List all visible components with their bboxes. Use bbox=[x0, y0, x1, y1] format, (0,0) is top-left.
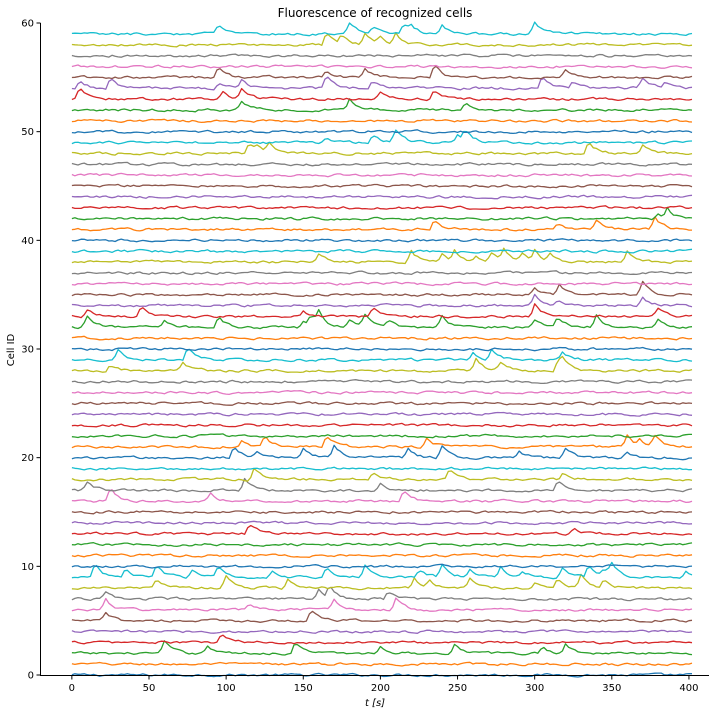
cell-trace bbox=[71, 216, 692, 232]
x-tick-label: 300 bbox=[525, 683, 544, 694]
cell-trace bbox=[71, 308, 693, 330]
cell-trace bbox=[71, 401, 693, 406]
cell-trace bbox=[71, 303, 693, 319]
cell-trace bbox=[71, 466, 693, 471]
cell-trace bbox=[71, 661, 693, 667]
cell-trace bbox=[71, 509, 693, 515]
cell-trace bbox=[71, 183, 693, 189]
cell-trace bbox=[71, 467, 693, 482]
cell-trace bbox=[71, 489, 693, 504]
cell-trace bbox=[71, 542, 693, 548]
y-tick-label: 30 bbox=[21, 345, 34, 356]
cell-trace bbox=[71, 98, 693, 113]
cell-trace bbox=[71, 129, 693, 145]
cell-trace bbox=[71, 206, 693, 221]
cell-trace bbox=[71, 346, 693, 352]
y-tick-label: 10 bbox=[21, 562, 34, 573]
x-tick-label: 400 bbox=[679, 683, 698, 694]
cell-trace bbox=[71, 141, 693, 156]
cell-trace bbox=[71, 65, 693, 80]
x-axis-label: t [s] bbox=[365, 698, 385, 709]
cell-trace bbox=[71, 118, 693, 124]
cell-trace bbox=[71, 270, 693, 276]
x-axis-ticks: 0 50 100 150 200 250 300 350 400 bbox=[69, 675, 698, 694]
cell-trace bbox=[71, 21, 693, 37]
cell-trace bbox=[71, 87, 693, 102]
x-tick-label: 250 bbox=[448, 683, 467, 694]
cell-trace bbox=[71, 31, 693, 48]
traces-group bbox=[71, 21, 693, 678]
cell-trace bbox=[71, 194, 693, 200]
y-tick-label: 60 bbox=[21, 19, 34, 30]
cell-trace bbox=[71, 161, 693, 167]
cell-trace bbox=[71, 573, 693, 591]
x-tick-label: 0 bbox=[69, 683, 75, 694]
y-axis-ticks: 0 10 20 30 40 50 60 bbox=[21, 19, 41, 682]
cell-trace bbox=[71, 422, 693, 428]
y-tick-label: 40 bbox=[21, 236, 34, 247]
cell-trace bbox=[71, 553, 693, 558]
cell-trace bbox=[71, 586, 693, 602]
cell-trace bbox=[71, 53, 693, 58]
y-tick-label: 20 bbox=[21, 453, 34, 464]
cell-trace bbox=[71, 247, 693, 265]
cell-trace bbox=[71, 355, 693, 374]
cell-trace bbox=[71, 281, 693, 287]
cell-trace bbox=[71, 348, 693, 363]
x-tick-label: 350 bbox=[602, 683, 621, 694]
y-axis-label: Cell ID bbox=[6, 333, 17, 366]
x-tick-label: 100 bbox=[217, 683, 236, 694]
cell-trace bbox=[71, 129, 693, 135]
cell-trace bbox=[71, 444, 693, 461]
cell-trace bbox=[71, 477, 693, 493]
cell-trace bbox=[71, 335, 693, 341]
cell-trace bbox=[71, 672, 693, 678]
x-tick-label: 150 bbox=[294, 683, 313, 694]
cell-trace bbox=[71, 629, 693, 634]
cell-trace bbox=[71, 379, 693, 385]
cell-trace bbox=[71, 524, 693, 536]
x-tick-label: 200 bbox=[371, 683, 390, 694]
cell-trace bbox=[71, 205, 693, 210]
cell-trace bbox=[71, 293, 693, 308]
y-tick-label: 0 bbox=[28, 671, 34, 682]
cell-trace bbox=[71, 411, 693, 417]
y-tick-label: 50 bbox=[21, 127, 34, 138]
cell-trace bbox=[71, 563, 693, 569]
chart-title: Fluorescence of recognized cells bbox=[278, 6, 473, 20]
cell-trace bbox=[71, 561, 693, 580]
cell-trace bbox=[71, 610, 693, 623]
cell-trace bbox=[71, 634, 693, 645]
x-tick-label: 50 bbox=[143, 683, 156, 694]
cell-trace bbox=[71, 597, 693, 613]
cell-trace bbox=[71, 640, 693, 656]
cell-trace bbox=[71, 434, 693, 450]
cell-trace bbox=[71, 64, 693, 69]
cell-trace bbox=[71, 433, 692, 439]
cell-trace bbox=[71, 390, 693, 396]
cell-trace bbox=[71, 238, 693, 243]
cell-trace bbox=[71, 520, 693, 526]
cell-trace bbox=[71, 172, 693, 178]
cell-trace bbox=[71, 76, 693, 91]
cell-trace bbox=[71, 248, 693, 254]
cell-trace bbox=[71, 280, 693, 298]
